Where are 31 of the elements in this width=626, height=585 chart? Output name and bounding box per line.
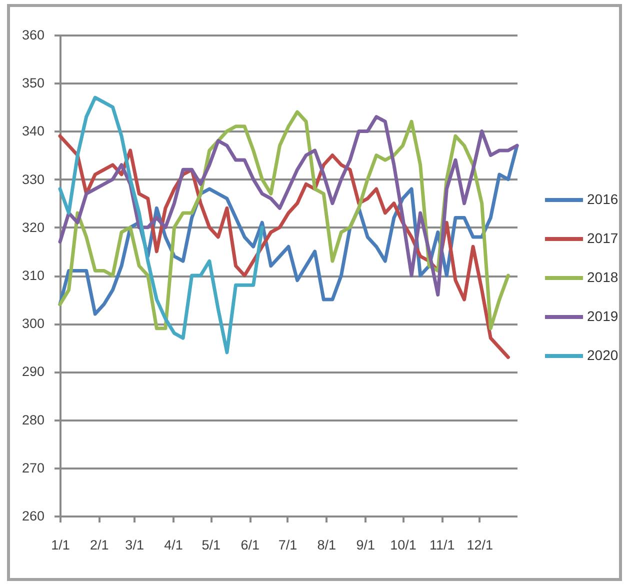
x-tick-label: 12/1 — [466, 538, 493, 552]
x-tick-label: 11/1 — [430, 538, 455, 552]
x-tick-label: 6/1 — [240, 538, 260, 552]
legend-label: 2020 — [587, 347, 618, 363]
y-tick-label: 290 — [22, 364, 44, 380]
y-tick-label: 350 — [22, 76, 44, 91]
y-tick-label: 300 — [22, 316, 44, 332]
x-tick-label: 1/1 — [51, 538, 70, 552]
legend-label: 2019 — [587, 308, 618, 324]
y-tick-label: 280 — [22, 412, 44, 428]
x-tick-label: 9/1 — [356, 538, 375, 552]
line-series — [58, 115, 519, 296]
line-series — [58, 110, 510, 330]
y-tick-label: 310 — [22, 268, 44, 283]
y-tick-label: 270 — [22, 460, 44, 476]
x-tick-label: 3/1 — [125, 538, 144, 552]
y-tick-label: 340 — [22, 124, 44, 139]
line-series — [58, 96, 264, 354]
y-tick-label: 320 — [22, 220, 44, 235]
legend-label: 2016 — [587, 191, 618, 207]
y-tick-label: 360 — [22, 28, 44, 42]
legend-label: 2017 — [587, 230, 618, 246]
x-tick-label: 10/1 — [390, 538, 416, 552]
x-tick-label: 2/1 — [90, 538, 109, 552]
y-tick-label: 330 — [22, 172, 44, 187]
x-tick-label: 8/1 — [317, 538, 336, 552]
x-tick-label: 7/1 — [278, 538, 298, 552]
y-tick-label: 260 — [22, 508, 44, 524]
legend-label: 2018 — [587, 269, 618, 285]
x-tick-label: 4/1 — [164, 538, 183, 552]
x-tick-label: 5/1 — [202, 538, 221, 552]
